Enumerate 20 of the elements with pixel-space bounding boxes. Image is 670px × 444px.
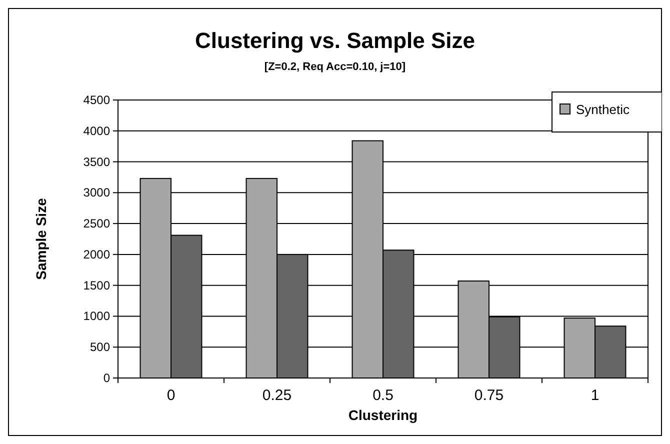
x-tick-label: 0.75 xyxy=(474,387,504,404)
x-tick-label: 0.5 xyxy=(372,387,394,404)
chart-title: Clustering vs. Sample Size xyxy=(195,28,475,53)
y-axis-title: Sample Size xyxy=(33,198,49,280)
legend-label: Synthetic xyxy=(576,102,630,117)
y-tick-label: 2500 xyxy=(83,216,110,231)
chart-subtitle: [Z=0.2, Req Acc=0.10, j=10] xyxy=(264,61,406,73)
x-axis-title: Clustering xyxy=(348,407,418,423)
y-tick-label: 0 xyxy=(103,371,110,385)
y-tick-label: 4000 xyxy=(83,124,110,138)
y-tick-label: 3500 xyxy=(83,154,110,169)
x-tick-label: 1 xyxy=(590,387,600,404)
y-tick-label: 1500 xyxy=(83,278,110,292)
y-tick-label: 2000 xyxy=(83,247,110,262)
y-tick-label: 1000 xyxy=(83,309,110,324)
y-tick-label: 3000 xyxy=(83,186,110,200)
y-tick-label: 500 xyxy=(90,340,110,354)
y-tick-label: 4500 xyxy=(83,93,110,107)
x-tick-label: 0 xyxy=(166,387,176,404)
x-tick-label: 0.25 xyxy=(262,387,292,404)
